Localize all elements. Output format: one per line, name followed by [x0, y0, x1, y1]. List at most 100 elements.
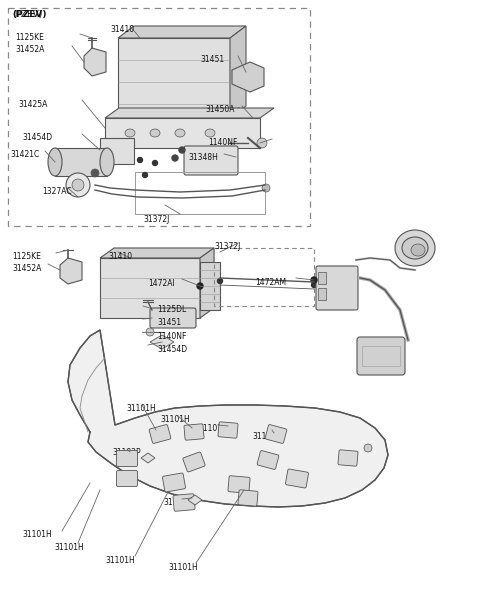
Ellipse shape — [411, 244, 425, 256]
Polygon shape — [225, 108, 253, 132]
FancyBboxPatch shape — [173, 494, 195, 511]
FancyBboxPatch shape — [357, 337, 405, 375]
Polygon shape — [60, 258, 82, 284]
Text: 31101H: 31101H — [22, 530, 52, 539]
Text: 31101H: 31101H — [198, 424, 228, 433]
FancyBboxPatch shape — [238, 490, 258, 506]
Bar — [318, 288, 326, 300]
Text: (PZEV): (PZEV) — [12, 10, 42, 19]
Circle shape — [153, 160, 157, 166]
Text: 31452A: 31452A — [15, 45, 44, 54]
Text: 31421C: 31421C — [10, 150, 39, 159]
Circle shape — [262, 184, 270, 192]
Text: 1472AM: 1472AM — [255, 278, 286, 287]
FancyBboxPatch shape — [183, 452, 205, 472]
Polygon shape — [105, 108, 274, 118]
Ellipse shape — [100, 148, 114, 176]
Bar — [200, 262, 220, 310]
Text: 31101H: 31101H — [54, 543, 84, 552]
Text: 31410: 31410 — [108, 252, 132, 261]
Text: 31101H: 31101H — [252, 432, 282, 441]
Ellipse shape — [205, 129, 215, 137]
Polygon shape — [84, 48, 106, 76]
Text: 1140NF: 1140NF — [157, 332, 186, 341]
Text: 31102P: 31102P — [112, 448, 141, 457]
Circle shape — [72, 179, 84, 191]
Text: 1327AC: 1327AC — [42, 187, 72, 196]
Ellipse shape — [175, 129, 185, 137]
Text: 31451: 31451 — [200, 55, 224, 64]
Ellipse shape — [48, 148, 62, 176]
Circle shape — [143, 173, 147, 177]
Text: 31452A: 31452A — [12, 264, 41, 273]
Polygon shape — [200, 248, 214, 318]
Text: 1125KE: 1125KE — [12, 252, 41, 261]
Bar — [362, 346, 400, 366]
Circle shape — [217, 279, 223, 284]
FancyBboxPatch shape — [228, 476, 250, 493]
Ellipse shape — [395, 230, 435, 266]
FancyBboxPatch shape — [117, 470, 137, 486]
Text: 31372J: 31372J — [214, 242, 240, 251]
Bar — [118, 38, 230, 118]
Bar — [318, 272, 326, 284]
Bar — [100, 138, 134, 164]
FancyBboxPatch shape — [257, 451, 279, 469]
Circle shape — [364, 444, 372, 452]
Bar — [105, 118, 260, 148]
Polygon shape — [150, 335, 174, 349]
Polygon shape — [118, 26, 246, 38]
Bar — [8, 8, 310, 226]
Text: 31372J: 31372J — [143, 215, 169, 224]
Text: 31410: 31410 — [110, 25, 134, 34]
FancyBboxPatch shape — [265, 425, 287, 443]
Circle shape — [66, 173, 90, 197]
FancyBboxPatch shape — [163, 473, 185, 492]
Text: 31101H: 31101H — [126, 404, 156, 413]
Text: 31425A: 31425A — [18, 100, 48, 109]
Text: 31348H: 31348H — [188, 153, 218, 162]
FancyBboxPatch shape — [117, 451, 137, 467]
Text: (PZEV): (PZEV) — [12, 10, 47, 19]
Text: 31454D: 31454D — [157, 345, 187, 354]
Text: 31451: 31451 — [157, 318, 181, 327]
Ellipse shape — [150, 129, 160, 137]
FancyBboxPatch shape — [286, 469, 309, 488]
Text: 31454D: 31454D — [22, 133, 52, 142]
FancyBboxPatch shape — [149, 425, 171, 443]
FancyBboxPatch shape — [184, 146, 238, 175]
FancyBboxPatch shape — [338, 450, 358, 466]
Text: 31101H: 31101H — [160, 415, 190, 424]
Circle shape — [179, 147, 185, 153]
Circle shape — [172, 155, 178, 161]
FancyBboxPatch shape — [316, 266, 358, 310]
Bar — [100, 258, 200, 318]
FancyBboxPatch shape — [150, 308, 196, 328]
Bar — [55, 148, 107, 176]
Polygon shape — [68, 330, 388, 507]
Ellipse shape — [125, 129, 135, 137]
Polygon shape — [141, 453, 155, 463]
Ellipse shape — [402, 237, 428, 259]
Bar — [135, 172, 265, 214]
Circle shape — [91, 169, 99, 177]
Circle shape — [146, 328, 154, 336]
Text: 1125KE: 1125KE — [15, 33, 44, 42]
Text: 1125DL: 1125DL — [157, 305, 186, 314]
Text: 1140NF: 1140NF — [208, 138, 238, 147]
Polygon shape — [232, 62, 264, 92]
FancyBboxPatch shape — [218, 422, 238, 438]
Polygon shape — [188, 495, 202, 505]
Polygon shape — [230, 26, 246, 118]
Text: 31102P: 31102P — [163, 498, 192, 507]
Text: 31450A: 31450A — [205, 105, 235, 114]
FancyBboxPatch shape — [184, 424, 204, 440]
Bar — [214, 248, 314, 306]
Text: 1472AI: 1472AI — [148, 279, 175, 288]
Text: 31101H: 31101H — [168, 563, 198, 572]
Circle shape — [312, 282, 316, 287]
Circle shape — [311, 277, 317, 283]
Circle shape — [197, 283, 203, 289]
Ellipse shape — [257, 138, 267, 148]
Polygon shape — [100, 248, 214, 258]
